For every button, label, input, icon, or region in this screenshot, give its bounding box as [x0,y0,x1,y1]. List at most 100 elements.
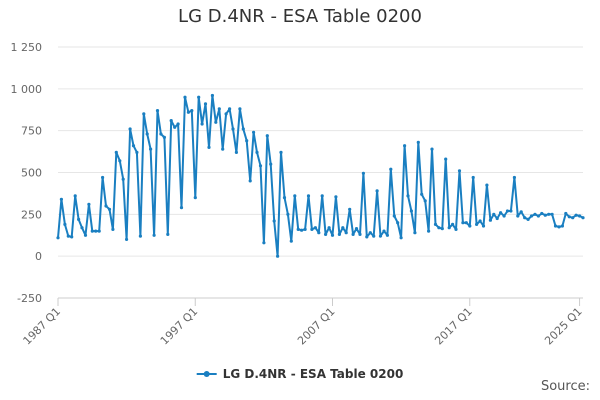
data-point[interactable] [111,227,115,231]
data-point[interactable] [293,194,297,198]
data-point[interactable] [169,119,173,123]
data-point[interactable] [396,221,400,225]
data-point[interactable] [502,214,506,218]
data-point[interactable] [149,147,153,151]
data-point[interactable] [63,222,67,226]
data-point[interactable] [430,147,434,151]
data-point[interactable] [427,229,431,233]
data-point[interactable] [70,235,74,239]
data-point[interactable] [523,216,527,220]
data-point[interactable] [464,221,468,225]
data-point[interactable] [159,132,163,136]
data-point[interactable] [162,135,166,139]
data-point[interactable] [118,159,122,163]
data-point[interactable] [279,150,283,154]
data-point[interactable] [135,150,139,154]
data-point[interactable] [574,213,578,217]
data-point[interactable] [313,226,317,230]
data-point[interactable] [567,215,571,219]
data-point[interactable] [361,171,365,175]
data-point[interactable] [440,227,444,231]
data-point[interactable] [101,175,105,180]
data-point[interactable] [413,231,417,235]
data-point[interactable] [217,107,221,111]
data-point[interactable] [303,227,307,231]
data-point[interactable] [403,144,407,148]
data-point[interactable] [183,95,187,99]
data-point[interactable] [581,216,585,220]
data-point[interactable] [200,122,204,126]
data-point[interactable] [560,224,565,228]
data-point[interactable] [516,214,520,218]
data-point[interactable] [300,228,304,232]
data-point[interactable] [173,125,177,129]
data-point[interactable] [495,216,499,221]
data-point[interactable] [423,199,427,203]
data-point[interactable] [66,234,70,238]
data-point[interactable] [317,231,321,235]
data-point[interactable] [193,196,197,200]
data-point[interactable] [547,212,551,216]
data-point[interactable] [176,122,180,126]
data-point[interactable] [255,150,259,154]
data-point[interactable] [351,232,355,236]
data-point[interactable] [382,229,386,233]
data-point[interactable] [310,227,314,231]
data-point[interactable] [368,231,372,235]
data-point[interactable] [578,214,582,218]
data-point[interactable] [478,219,482,223]
data-point[interactable] [416,140,420,144]
data-point[interactable] [179,206,184,210]
data-point[interactable] [454,227,458,231]
data-point[interactable] [224,112,228,116]
data-point[interactable] [571,216,575,220]
data-point[interactable] [286,212,290,216]
data-point[interactable] [80,226,84,230]
data-point[interactable] [258,164,263,168]
data-point[interactable] [282,196,287,200]
data-point[interactable] [533,212,537,216]
data-point[interactable] [327,226,331,230]
data-point[interactable] [564,211,568,216]
legend[interactable]: LG D.4NR - ESA Table 0200 [196,367,404,381]
data-point[interactable] [107,207,112,211]
data-point[interactable] [155,109,160,113]
data-point[interactable] [269,162,273,166]
data-point[interactable] [378,234,383,238]
data-point[interactable] [252,130,256,134]
data-point[interactable] [186,110,190,114]
data-point[interactable] [125,237,129,241]
data-point[interactable] [437,226,441,230]
data-point[interactable] [296,227,300,231]
data-point[interactable] [228,107,232,111]
data-point[interactable] [385,233,389,237]
data-point[interactable] [447,226,451,230]
data-point[interactable] [334,195,338,199]
data-point[interactable] [265,134,269,138]
data-point[interactable] [471,175,475,180]
data-point[interactable] [481,224,486,228]
data-point[interactable] [114,150,118,154]
data-point[interactable] [540,211,544,216]
data-point[interactable] [519,210,523,214]
data-point[interactable] [529,214,534,218]
data-point[interactable] [83,233,88,237]
data-point[interactable] [536,214,541,218]
data-point[interactable] [492,212,496,216]
data-point[interactable] [488,218,492,222]
data-point[interactable] [262,241,266,245]
data-point[interactable] [142,112,146,116]
data-point[interactable] [234,150,238,154]
data-point[interactable] [197,95,201,99]
data-point[interactable] [389,167,393,171]
data-point[interactable] [231,127,235,131]
data-point[interactable] [138,234,142,238]
data-point[interactable] [505,209,510,213]
data-point[interactable] [420,192,424,196]
data-point[interactable] [324,232,328,236]
data-point[interactable] [409,209,413,213]
data-point[interactable] [207,145,211,149]
data-point[interactable] [372,234,376,238]
data-point[interactable] [276,254,280,258]
data-point[interactable] [272,219,276,223]
